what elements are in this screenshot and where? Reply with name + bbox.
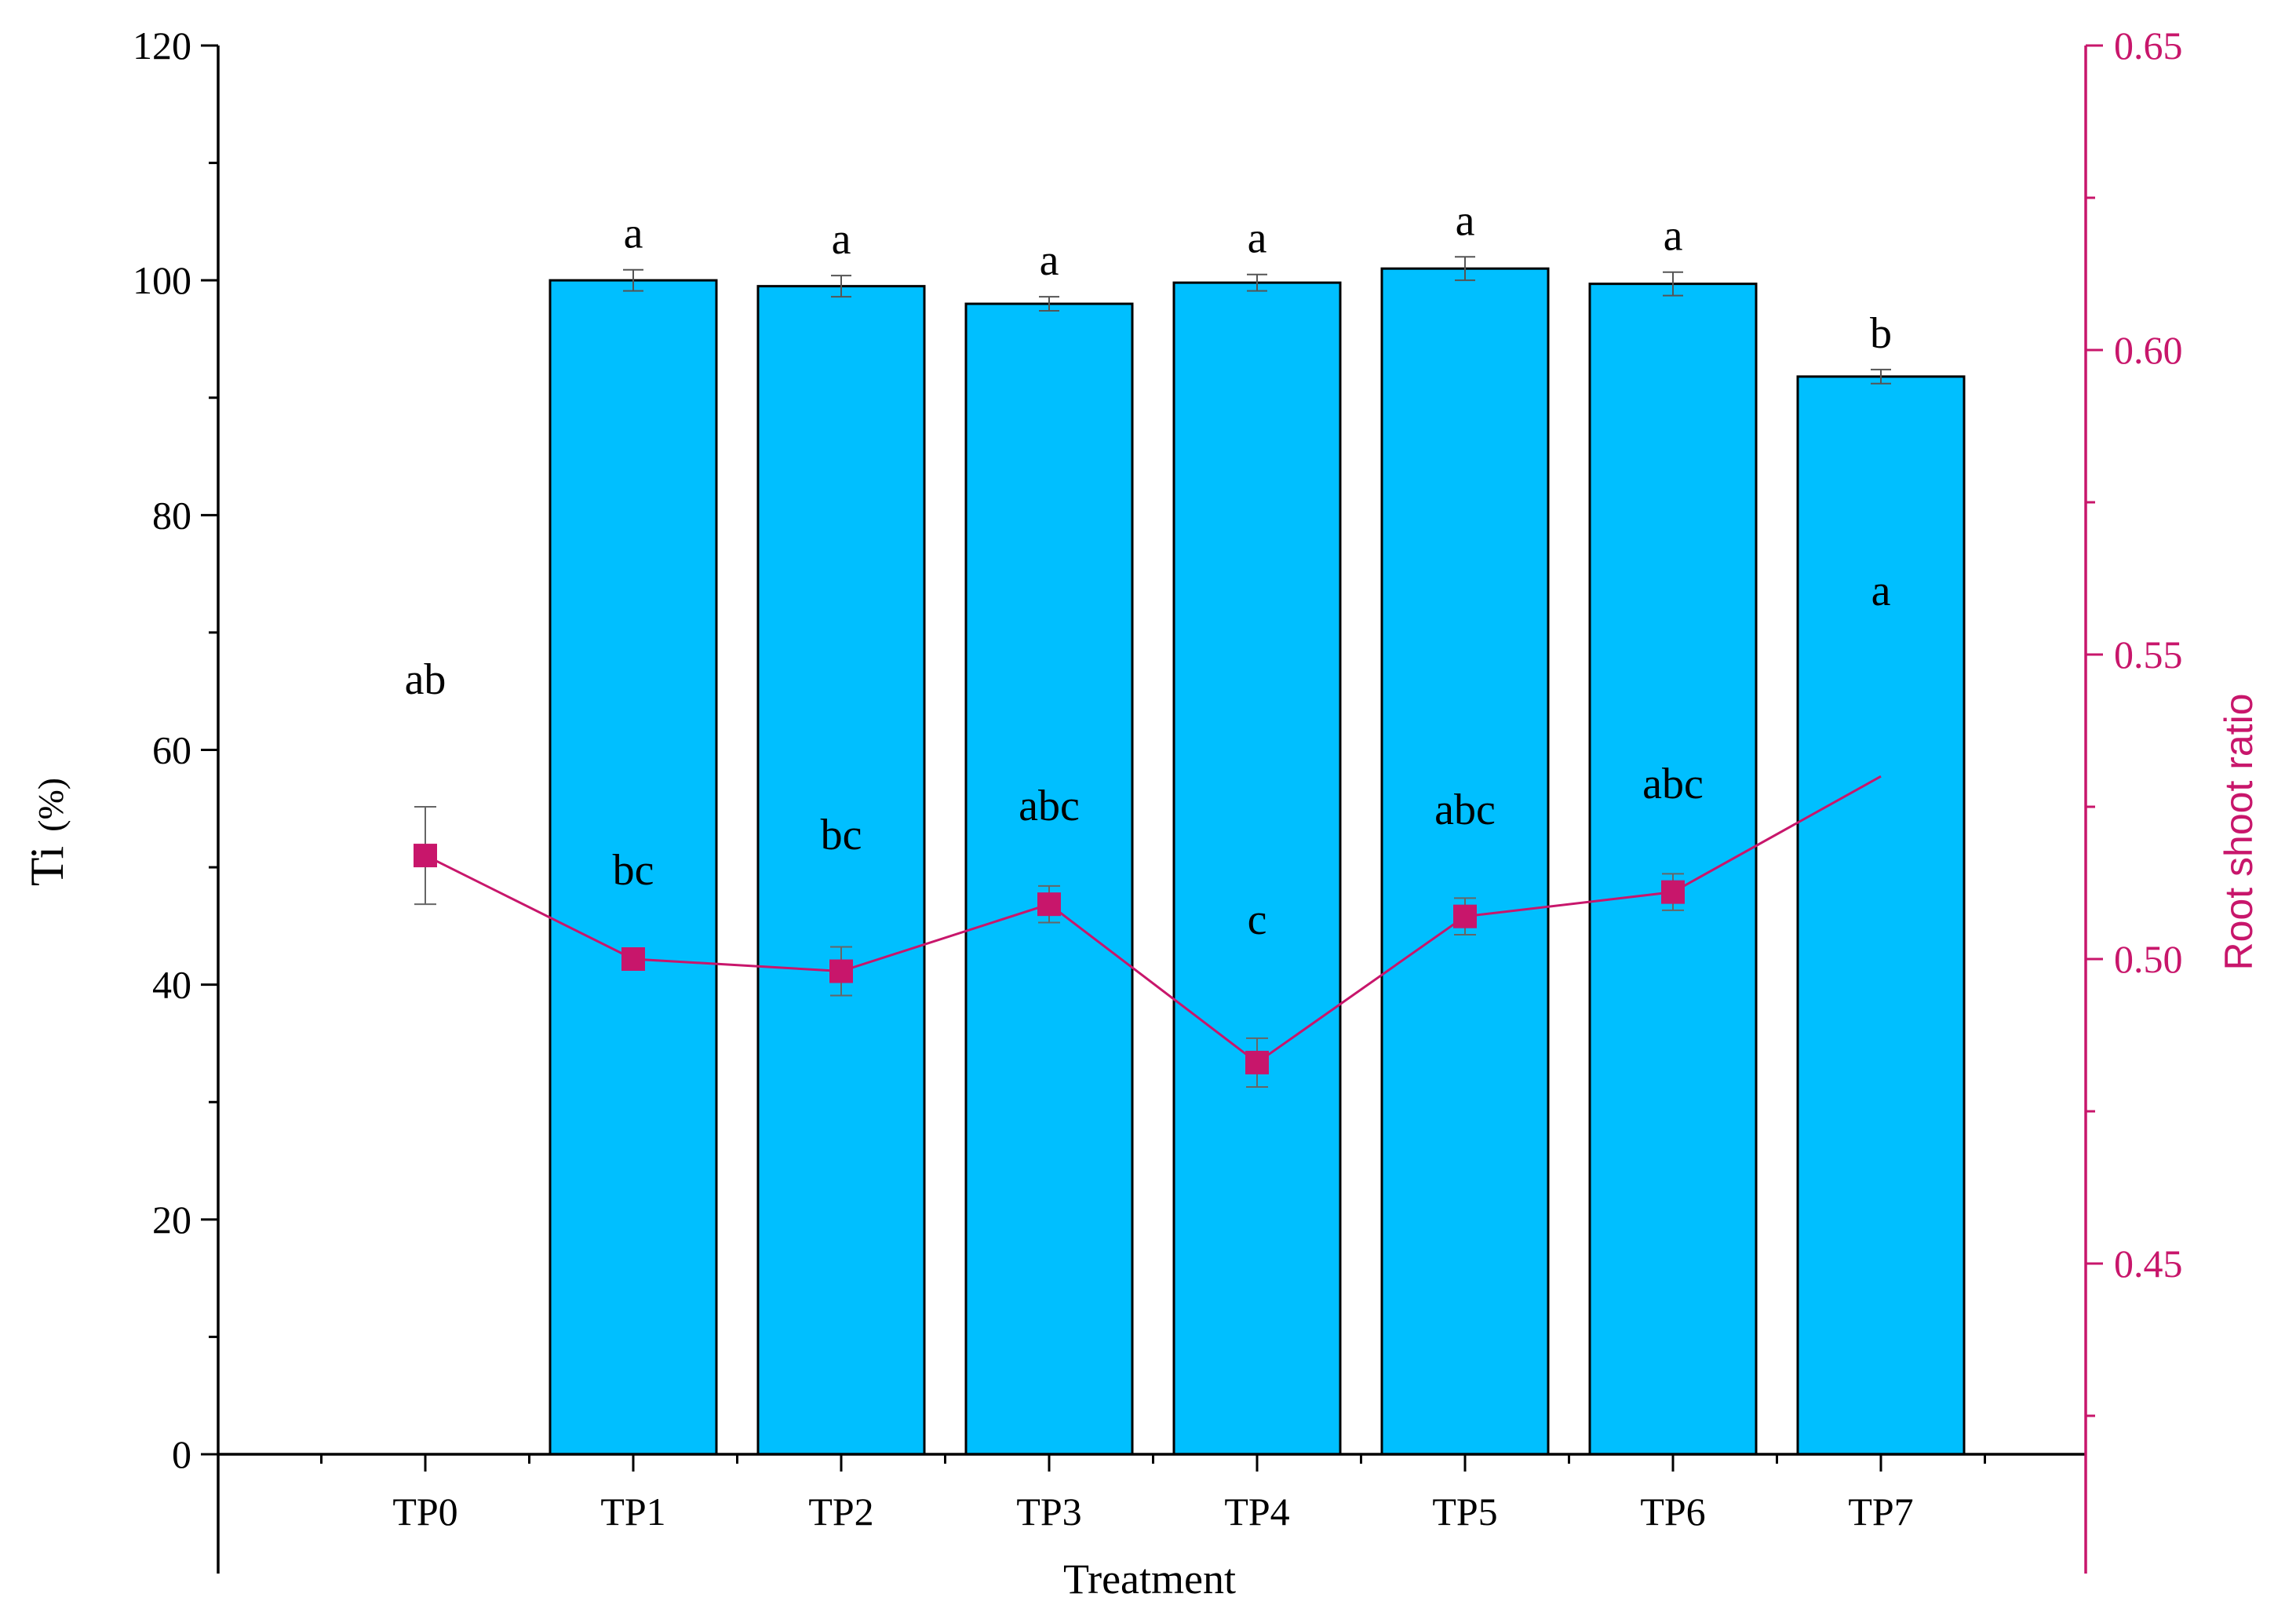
ratio-point-TP0 [414, 844, 437, 868]
y-right-tick-label: 0.50 [2114, 937, 2183, 981]
y-right-tick-label: 0.45 [2114, 1242, 2183, 1286]
ratio-sig-label-TP7: a [1871, 567, 1891, 615]
bar-TP3 [964, 302, 1134, 1456]
y-left-tick-label: 120 [133, 24, 191, 67]
x-tick-label-TP5: TP5 [1432, 1490, 1497, 1534]
ratio-point-TP5 [1453, 904, 1477, 928]
ratio-sig-label-TP1: bc [613, 846, 654, 895]
x-tick-label-TP7: TP7 [1848, 1490, 1913, 1534]
bar-sig-label-TP7: b [1870, 309, 1892, 358]
y-right-tick-label: 0.55 [2114, 633, 2183, 677]
ratio-sig-label-TP0: ab [405, 655, 446, 704]
ratio-point-TP1 [621, 947, 645, 971]
y-axis-title-unit: (%) [31, 778, 71, 832]
bars-layer [548, 267, 1966, 1456]
ratio-point-TP2 [829, 959, 853, 983]
ratio-point-TP3 [1037, 892, 1061, 917]
ratio-line-layer [414, 775, 1882, 1088]
x-tick-label-TP3: TP3 [1016, 1490, 1081, 1534]
x-tick-label-TP4: TP4 [1224, 1490, 1289, 1534]
bar-error-bars [623, 256, 1891, 385]
y-left-tick-label: 80 [152, 493, 191, 537]
ratio-line [425, 775, 1882, 1064]
x-tick-label-TP6: TP6 [1640, 1490, 1705, 1534]
y-axis-title-left: Ti (%) [21, 778, 73, 886]
bar-TP2 [756, 285, 926, 1456]
x-tick-label-TP0: TP0 [392, 1490, 457, 1534]
ratio-sig-label-TP2: bc [821, 811, 862, 859]
bar-TP4 [1172, 281, 1342, 1456]
ratio-sig-label-TP4: c [1248, 895, 1267, 944]
x-tick-label-TP1: TP1 [600, 1490, 665, 1534]
bar-TP7 [1796, 375, 1966, 1456]
y-right-tick-label: 0.65 [2114, 24, 2183, 67]
bar-sig-label-TP5: a [1456, 196, 1475, 245]
bar-sig-label-TP2: a [832, 215, 851, 264]
ratio-point-TP4 [1245, 1050, 1269, 1074]
y-right-tick-label: 0.60 [2114, 328, 2183, 372]
bar-sig-label-TP3: a [1040, 236, 1059, 285]
y-left-tick-label: 40 [152, 963, 191, 1007]
bar-TP6 [1588, 283, 1758, 1456]
ratio-point-TP6 [1661, 880, 1685, 904]
ratio-sig-label-TP6: abc [1642, 760, 1704, 808]
bar-sig-label-TP6: a [1664, 212, 1683, 261]
x-tick-label-TP2: TP2 [808, 1490, 873, 1534]
y-left-tick-label: 0 [172, 1432, 191, 1476]
y-left-tick-label: 60 [152, 728, 191, 772]
y-left-tick-label: 20 [152, 1198, 191, 1242]
ratio-sig-label-TP5: abc [1434, 786, 1496, 834]
ratio-sig-label-TP3: abc [1019, 782, 1080, 830]
axes-layer: 0 20 40 60 80 100 120 0.45 0.50 0.55 0.60 0.65 TP0 TP… [133, 24, 2183, 1574]
y-left-tick-label: 100 [133, 258, 191, 302]
bar-sig-label-TP4: a [1248, 214, 1267, 263]
y-axis-title-main: Ti [21, 846, 73, 886]
bar-TP1 [548, 279, 718, 1456]
bar-sig-label-TP1: a [624, 210, 643, 258]
y-axis-title-right: Root shoot ratio [2217, 694, 2261, 971]
x-axis-title: Treatment [1063, 1556, 1236, 1603]
bar-TP5 [1380, 267, 1550, 1456]
